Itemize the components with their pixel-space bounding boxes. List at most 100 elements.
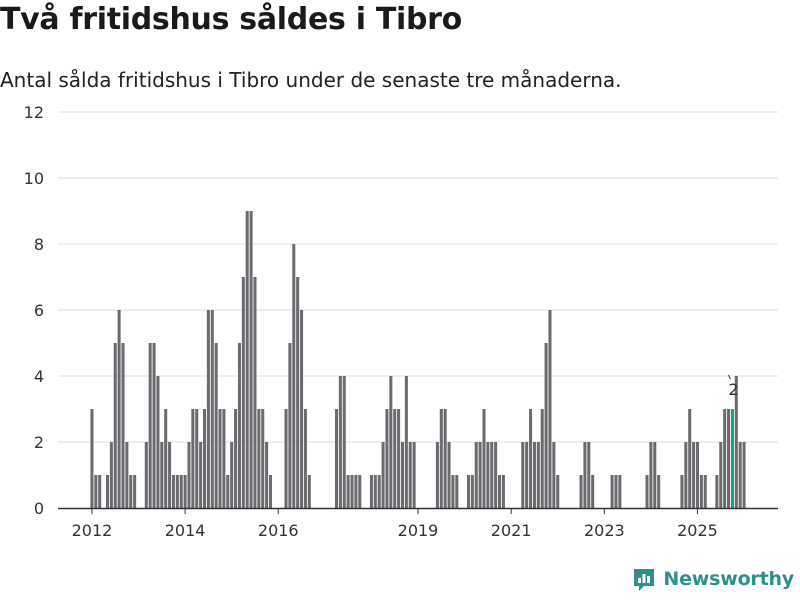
bar: [451, 475, 455, 508]
bar: [412, 442, 416, 508]
bar: [393, 409, 397, 508]
bar: [404, 376, 408, 508]
bar: [540, 409, 544, 508]
bar: [695, 442, 699, 508]
bar: [408, 442, 412, 508]
bar: [292, 244, 296, 508]
bar: [536, 442, 540, 508]
bar: [723, 409, 727, 508]
bar: [684, 442, 688, 508]
bar: [148, 343, 152, 508]
y-tick-label: 10: [24, 169, 44, 188]
bar: [435, 442, 439, 508]
bar: [548, 310, 552, 508]
y-tick-label: 2: [34, 433, 44, 452]
bar: [587, 442, 591, 508]
bar: [338, 376, 342, 508]
bar: [455, 475, 459, 508]
y-tick-label: 6: [34, 301, 44, 320]
chart-title: Två fritidshus såldes i Tibro: [0, 2, 462, 37]
bar: [579, 475, 583, 508]
bar: [358, 475, 362, 508]
bar: [400, 442, 404, 508]
bar: [692, 442, 696, 508]
bar: [482, 409, 486, 508]
bar: [703, 475, 707, 508]
bar: [645, 475, 649, 508]
bar: [501, 475, 505, 508]
bar: [133, 475, 137, 508]
bar: [234, 409, 238, 508]
bar: [474, 442, 478, 508]
bar: [296, 277, 300, 508]
bar: [241, 277, 245, 508]
bar: [230, 442, 234, 508]
bar: [98, 475, 102, 508]
bar-chart-logo-icon: [634, 569, 655, 591]
bar: [521, 442, 525, 508]
bar: [490, 442, 494, 508]
brand-logo[interactable]: Newsworthy: [631, 566, 794, 592]
bar: [125, 442, 129, 508]
bar: [591, 475, 595, 508]
x-tick-label: 2019: [398, 521, 439, 540]
bar: [90, 409, 94, 508]
bar: [195, 409, 199, 508]
bar: [649, 442, 653, 508]
bar: [346, 475, 350, 508]
bar: [171, 475, 175, 508]
highlight-value-label: 2: [728, 380, 738, 399]
bar: [117, 310, 121, 508]
bar: [556, 475, 560, 508]
bar: [249, 211, 253, 508]
bar: [614, 475, 618, 508]
x-tick-label: 2012: [72, 521, 113, 540]
bar: [307, 475, 311, 508]
bar: [152, 343, 156, 508]
bar: [618, 475, 622, 508]
bar: [478, 442, 482, 508]
bar: [610, 475, 614, 508]
brand-name: Newsworthy: [663, 568, 794, 590]
bar: [105, 475, 109, 508]
x-tick-label: 2016: [258, 521, 299, 540]
x-tick-label: 2021: [491, 521, 532, 540]
bar: [494, 442, 498, 508]
bar: [742, 442, 746, 508]
bar: [529, 409, 533, 508]
x-tick-label: 2023: [584, 521, 625, 540]
bar: [179, 475, 183, 508]
bar: [175, 475, 179, 508]
bar: [226, 475, 230, 508]
bar: [199, 442, 203, 508]
bar: [470, 475, 474, 508]
bar: [168, 442, 172, 508]
bar: [218, 409, 222, 508]
bar: [300, 310, 304, 508]
bar-highlight: [730, 409, 734, 508]
bar: [129, 475, 133, 508]
bar: [222, 409, 226, 508]
bar: [265, 442, 269, 508]
bar: [144, 442, 148, 508]
bar: [203, 409, 207, 508]
annotation-pointer: [727, 374, 731, 380]
bar: [237, 343, 241, 508]
bar: [109, 442, 113, 508]
bar: [164, 409, 168, 508]
bar: [727, 409, 731, 508]
bar: [719, 442, 723, 508]
bar: [680, 475, 684, 508]
bar: [156, 376, 160, 508]
bar: [206, 310, 210, 508]
bar: [369, 475, 373, 508]
bar: [284, 409, 288, 508]
bar: [688, 409, 692, 508]
bar: [389, 376, 393, 508]
bar: [466, 475, 470, 508]
bar: [738, 442, 742, 508]
bar: [385, 409, 389, 508]
bar: [191, 409, 195, 508]
bar: [334, 409, 338, 508]
bar: [657, 475, 661, 508]
